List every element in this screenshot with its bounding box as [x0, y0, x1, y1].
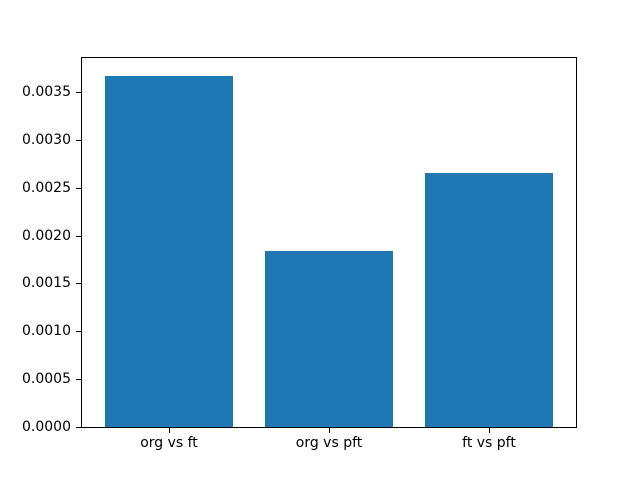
y-tick-mark [76, 236, 81, 237]
y-tick-label: 0.0030 [22, 132, 71, 148]
y-tick-mark [76, 331, 81, 332]
y-tick-mark [76, 379, 81, 380]
bar-org-vs-ft [104, 75, 233, 427]
y-tick-label: 0.0015 [22, 275, 71, 291]
y-tick-mark [76, 188, 81, 189]
y-tick-mark [76, 283, 81, 284]
y-tick-label: 0.0025 [22, 180, 71, 196]
x-tick-mark [169, 428, 170, 433]
y-tick-label: 0.0005 [22, 371, 71, 387]
y-tick-label: 0.0020 [22, 228, 71, 244]
x-tick-label: org vs pft [295, 435, 363, 451]
x-tick-mark [329, 428, 330, 433]
y-tick-label: 0.0000 [22, 419, 71, 435]
y-tick-label: 0.0035 [22, 84, 71, 100]
y-tick-label: 0.0010 [22, 323, 71, 339]
y-tick-mark [76, 92, 81, 93]
bar-ft-vs-pft [425, 173, 554, 427]
plot-area [81, 57, 577, 428]
x-tick-mark [489, 428, 490, 433]
x-tick-label: org vs ft [140, 435, 198, 451]
bar-org-vs-pft [264, 250, 394, 427]
y-tick-mark [76, 427, 81, 428]
x-tick-label: ft vs pft [462, 435, 516, 451]
y-tick-mark [76, 140, 81, 141]
